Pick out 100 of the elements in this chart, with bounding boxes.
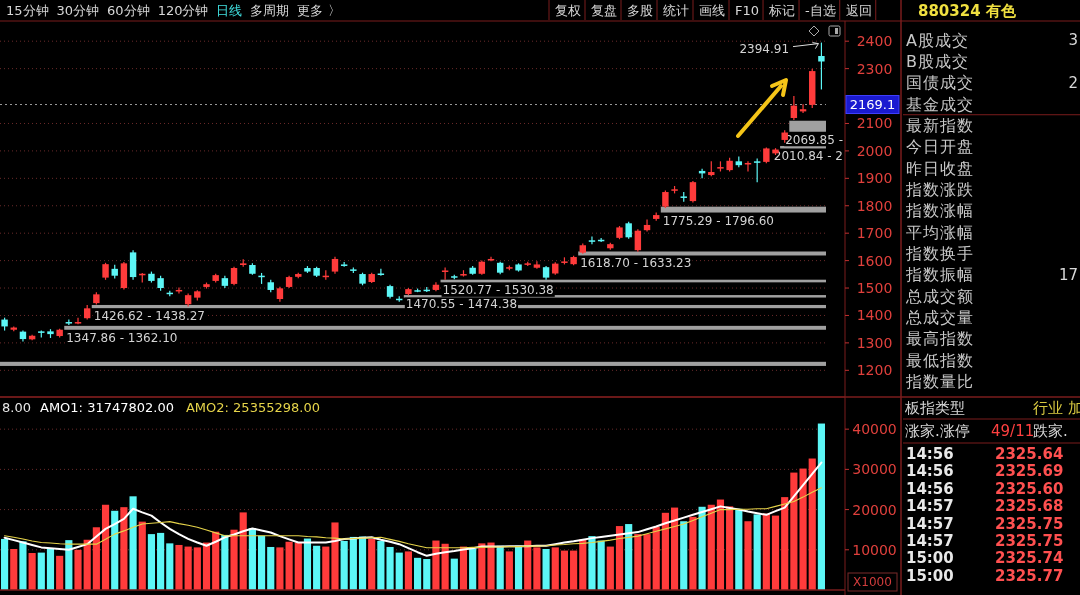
ref-line-label: 2169.1 bbox=[849, 97, 896, 113]
category-label: 指数涨跌 bbox=[905, 179, 974, 199]
y-tick-label: 2000 bbox=[856, 142, 893, 159]
candlestick bbox=[753, 157, 761, 183]
annotation: 2394.91 bbox=[739, 41, 790, 56]
bar bbox=[285, 541, 293, 590]
category-label: A股成交 bbox=[906, 30, 969, 50]
bar bbox=[19, 541, 27, 590]
text: 3 bbox=[1068, 31, 1078, 49]
category-label: 日线 bbox=[216, 2, 243, 18]
bar bbox=[606, 546, 614, 590]
bar bbox=[377, 540, 385, 590]
bar bbox=[570, 550, 578, 590]
candlestick bbox=[74, 317, 82, 325]
bar bbox=[716, 499, 725, 590]
bar bbox=[432, 540, 440, 590]
bar bbox=[404, 551, 412, 590]
candlestick bbox=[441, 266, 449, 281]
band-label: 2010.84 - 2 bbox=[773, 148, 843, 163]
band-label: 2069.85 - bbox=[785, 132, 843, 147]
y-tick-label: 2100 bbox=[856, 115, 893, 132]
bar bbox=[533, 547, 541, 590]
bar bbox=[414, 557, 422, 590]
bar bbox=[808, 458, 816, 590]
bar bbox=[542, 548, 550, 590]
candlestick bbox=[643, 218, 651, 233]
bar bbox=[303, 538, 312, 590]
candlestick bbox=[689, 180, 697, 204]
bar bbox=[560, 550, 569, 590]
bar bbox=[643, 534, 651, 590]
bar bbox=[726, 506, 734, 590]
category-label: 120分钟 bbox=[157, 2, 209, 18]
y-tick-label: 2300 bbox=[856, 60, 893, 77]
bar bbox=[496, 545, 504, 590]
y-tick-label: 1400 bbox=[856, 307, 893, 324]
bar bbox=[735, 508, 743, 590]
bar bbox=[478, 543, 486, 590]
bar bbox=[267, 546, 275, 590]
bar bbox=[248, 528, 256, 590]
bar bbox=[230, 529, 238, 590]
bar bbox=[597, 540, 605, 590]
category-label: 多周期 bbox=[250, 2, 290, 18]
bar bbox=[1, 538, 9, 590]
bar bbox=[707, 504, 715, 590]
bar bbox=[625, 524, 633, 590]
text: AMO2: 25355298.00 bbox=[185, 399, 320, 415]
category-label: 指数换手 bbox=[905, 244, 974, 264]
bar bbox=[817, 423, 825, 590]
y-tick-label: 40000 bbox=[852, 421, 897, 438]
bar bbox=[762, 513, 770, 590]
category-label: 昨日收盘 bbox=[906, 158, 974, 178]
bar bbox=[790, 472, 798, 590]
bar bbox=[147, 534, 156, 590]
category-label: 复盘 bbox=[591, 2, 617, 18]
category-label: 指数涨幅 bbox=[905, 201, 974, 221]
bar bbox=[386, 546, 394, 590]
bar bbox=[423, 559, 431, 590]
y-axis-title: X1000 bbox=[853, 575, 892, 589]
category-label: 指数振幅 bbox=[905, 265, 974, 285]
y-tick-label: 1900 bbox=[856, 170, 893, 187]
text: 880324 有色 bbox=[918, 2, 1017, 20]
bar bbox=[358, 536, 367, 590]
bar bbox=[487, 542, 495, 590]
text: 2325.74 bbox=[995, 549, 1064, 568]
candlestick bbox=[790, 95, 798, 121]
category-label: 指数量比 bbox=[905, 372, 974, 392]
text: 2325.77 bbox=[995, 566, 1064, 585]
bar bbox=[37, 552, 45, 590]
text: 17 bbox=[1058, 265, 1078, 284]
band-label: 1775.29 - 1796.60 bbox=[662, 213, 775, 228]
category-label: 15分钟 bbox=[6, 2, 49, 18]
bar bbox=[46, 548, 55, 590]
category-label: 总成交额 bbox=[905, 286, 974, 306]
bar bbox=[28, 553, 36, 590]
category-label: F10 bbox=[735, 2, 760, 18]
bar bbox=[257, 535, 266, 590]
category-label: 总成交量 bbox=[905, 308, 974, 328]
candlestick bbox=[588, 235, 596, 245]
bar bbox=[349, 536, 357, 590]
bar bbox=[395, 552, 403, 590]
bar bbox=[340, 540, 348, 590]
category-label: 更多 〉 bbox=[297, 2, 341, 18]
bar bbox=[138, 521, 146, 590]
category-label: B股成交 bbox=[906, 51, 969, 71]
category-label: 复权 bbox=[555, 2, 581, 18]
category-label: 统计 bbox=[663, 2, 689, 18]
bar bbox=[680, 521, 688, 590]
bar bbox=[588, 536, 596, 590]
bar bbox=[239, 512, 247, 590]
bar bbox=[175, 544, 183, 590]
text: 2325.60 bbox=[995, 479, 1064, 498]
bar bbox=[221, 534, 229, 590]
bar bbox=[202, 542, 211, 590]
text: 2325.69 bbox=[995, 462, 1064, 481]
bar bbox=[634, 534, 642, 590]
bar bbox=[120, 507, 128, 590]
candlestick bbox=[818, 41, 825, 91]
category-label: 国债成交 bbox=[906, 73, 974, 93]
category-label: 14:57 bbox=[906, 514, 954, 533]
bar bbox=[157, 532, 165, 590]
